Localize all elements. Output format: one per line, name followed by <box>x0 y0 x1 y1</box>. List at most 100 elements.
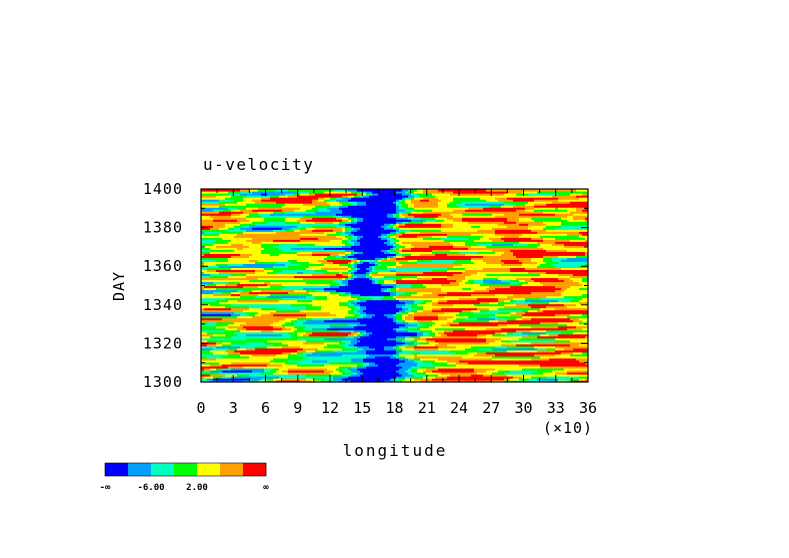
field-cell <box>432 375 436 379</box>
field-cell <box>285 337 289 341</box>
field-cell <box>537 373 541 377</box>
field-cell <box>516 331 520 335</box>
field-cell <box>477 315 481 319</box>
field-cell <box>459 321 463 325</box>
field-cell <box>324 365 328 369</box>
field-cell <box>501 367 505 371</box>
field-cell <box>372 367 376 371</box>
field-cell <box>363 341 367 345</box>
field-cell <box>252 337 256 341</box>
field-cell <box>402 325 406 329</box>
field-cell <box>486 317 490 321</box>
field-cell <box>513 323 517 327</box>
field-cell <box>549 313 553 317</box>
field-cell <box>210 335 214 339</box>
field-cell <box>222 361 226 365</box>
field-cell <box>297 327 301 331</box>
field-cell <box>495 325 499 329</box>
field-cell <box>411 375 415 379</box>
field-cell <box>351 317 355 321</box>
field-cell <box>573 361 577 365</box>
field-cell <box>531 357 535 361</box>
field-cell <box>315 357 319 361</box>
field-cell <box>540 309 544 313</box>
field-cell <box>540 329 544 333</box>
field-cell <box>387 377 391 381</box>
field-cell <box>570 375 574 379</box>
field-cell <box>369 379 373 382</box>
field-cell <box>387 331 391 335</box>
field-cell <box>582 355 586 359</box>
field-cell <box>516 349 520 353</box>
field-cell <box>450 351 454 355</box>
field-cell <box>468 337 472 341</box>
field-cell <box>414 379 418 382</box>
field-cell <box>324 373 328 377</box>
field-cell <box>378 355 382 359</box>
field-cell <box>540 379 544 382</box>
field-cell <box>498 325 502 329</box>
field-cell <box>471 327 475 331</box>
field-cell <box>207 379 211 382</box>
field-cell <box>390 323 394 327</box>
field-cell <box>399 359 403 363</box>
field-cell <box>408 337 412 341</box>
field-cell <box>258 353 262 357</box>
field-cell <box>342 323 346 327</box>
field-cell <box>207 357 211 361</box>
field-cell <box>228 347 232 351</box>
field-cell <box>303 319 307 323</box>
field-cell <box>537 333 541 337</box>
field-cell <box>312 339 316 343</box>
field-cell <box>432 307 436 311</box>
field-cell <box>333 371 337 375</box>
field-cell <box>450 371 454 375</box>
field-cell <box>540 327 544 331</box>
field-cell <box>402 377 406 381</box>
field-cell <box>561 353 565 357</box>
field-cell <box>201 321 205 325</box>
field-cell <box>288 339 292 343</box>
field-cell <box>441 371 445 375</box>
field-cell <box>456 361 460 365</box>
field-cell <box>270 359 274 363</box>
field-cell <box>426 377 430 381</box>
field-cell <box>246 323 250 327</box>
field-cell <box>438 351 442 355</box>
field-cell <box>216 313 220 317</box>
field-cell <box>396 315 400 319</box>
field-cell <box>213 319 217 323</box>
field-cell <box>285 327 289 331</box>
field-cell <box>402 343 406 347</box>
field-cell <box>276 349 280 353</box>
field-cell <box>507 379 511 382</box>
field-cell <box>513 313 517 317</box>
field-cell <box>261 355 265 359</box>
field-cell <box>435 353 439 357</box>
field-cell <box>219 365 223 369</box>
field-cell <box>294 339 298 343</box>
field-cell <box>216 319 220 323</box>
field-cell <box>459 339 463 343</box>
field-cell <box>438 353 442 357</box>
field-cell <box>513 307 517 311</box>
field-cell <box>402 353 406 357</box>
field-cell <box>261 361 265 365</box>
field-cell <box>519 341 523 345</box>
field-cell <box>414 349 418 353</box>
field-cell <box>438 371 442 375</box>
field-cell <box>534 365 538 369</box>
field-cell <box>333 303 337 307</box>
field-cell <box>510 371 514 375</box>
field-cell <box>417 379 421 382</box>
field-cell <box>567 363 571 367</box>
field-cell <box>549 331 553 335</box>
field-cell <box>579 333 583 337</box>
field-cell <box>336 343 340 347</box>
field-cell <box>225 357 229 361</box>
field-cell <box>450 309 454 313</box>
field-cell <box>330 361 334 365</box>
field-cell <box>426 347 430 351</box>
field-cell <box>546 345 550 349</box>
field-cell <box>354 339 358 343</box>
